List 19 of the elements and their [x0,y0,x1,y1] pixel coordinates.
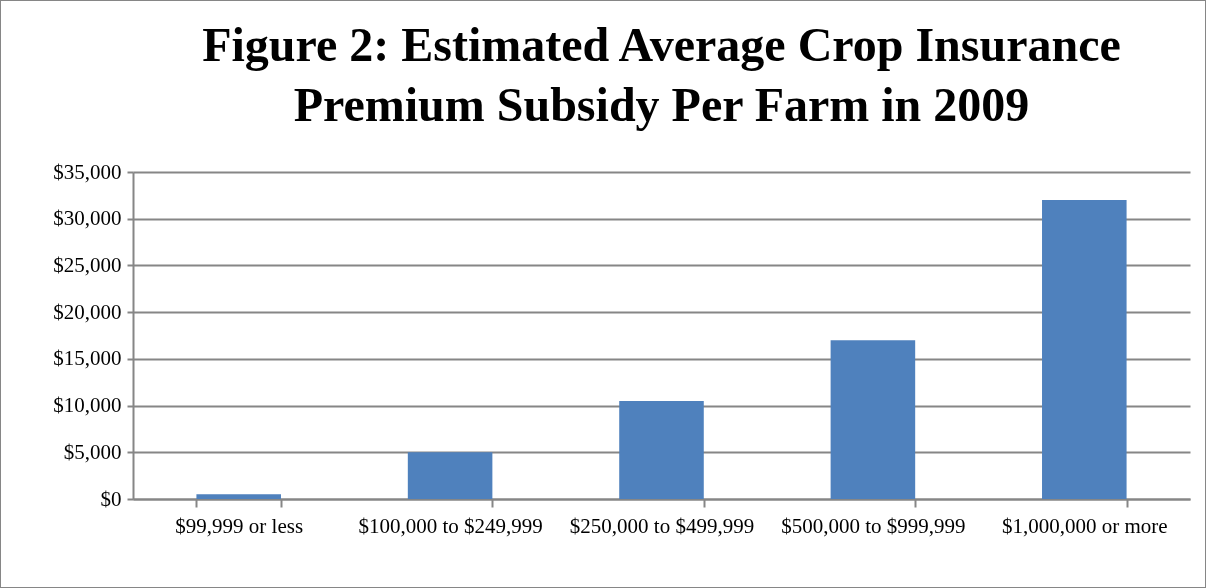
y-tick-label: $30,000 [53,206,122,231]
x-tick-label: $100,000 to $249,999 [358,513,543,538]
y-tick-label: $35,000 [53,159,122,184]
y-tick-label: $20,000 [53,299,122,324]
y-tick-label: $15,000 [53,346,122,371]
x-tick-label: $250,000 to $499,999 [569,513,755,538]
x-tick-label: $99,999 or less [175,513,304,538]
y-tick-label: $25,000 [53,252,122,277]
y-tick-label: $10,000 [53,393,122,418]
x-tick-label: $1,000,000 or more [1001,513,1168,538]
y-tick-label: $0 [100,486,122,511]
chart-title: Figure 2: Estimated Average Crop Insurance Premium Subsidy Per Farm in 2009 [202,18,1121,131]
bar [830,340,916,499]
y-tick-label: $5,000 [63,439,122,464]
bar [619,400,704,499]
bar [196,494,281,499]
bar [407,452,493,499]
x-tick-label: $500,000 to $999,999 [781,513,966,538]
bar [1042,200,1127,499]
